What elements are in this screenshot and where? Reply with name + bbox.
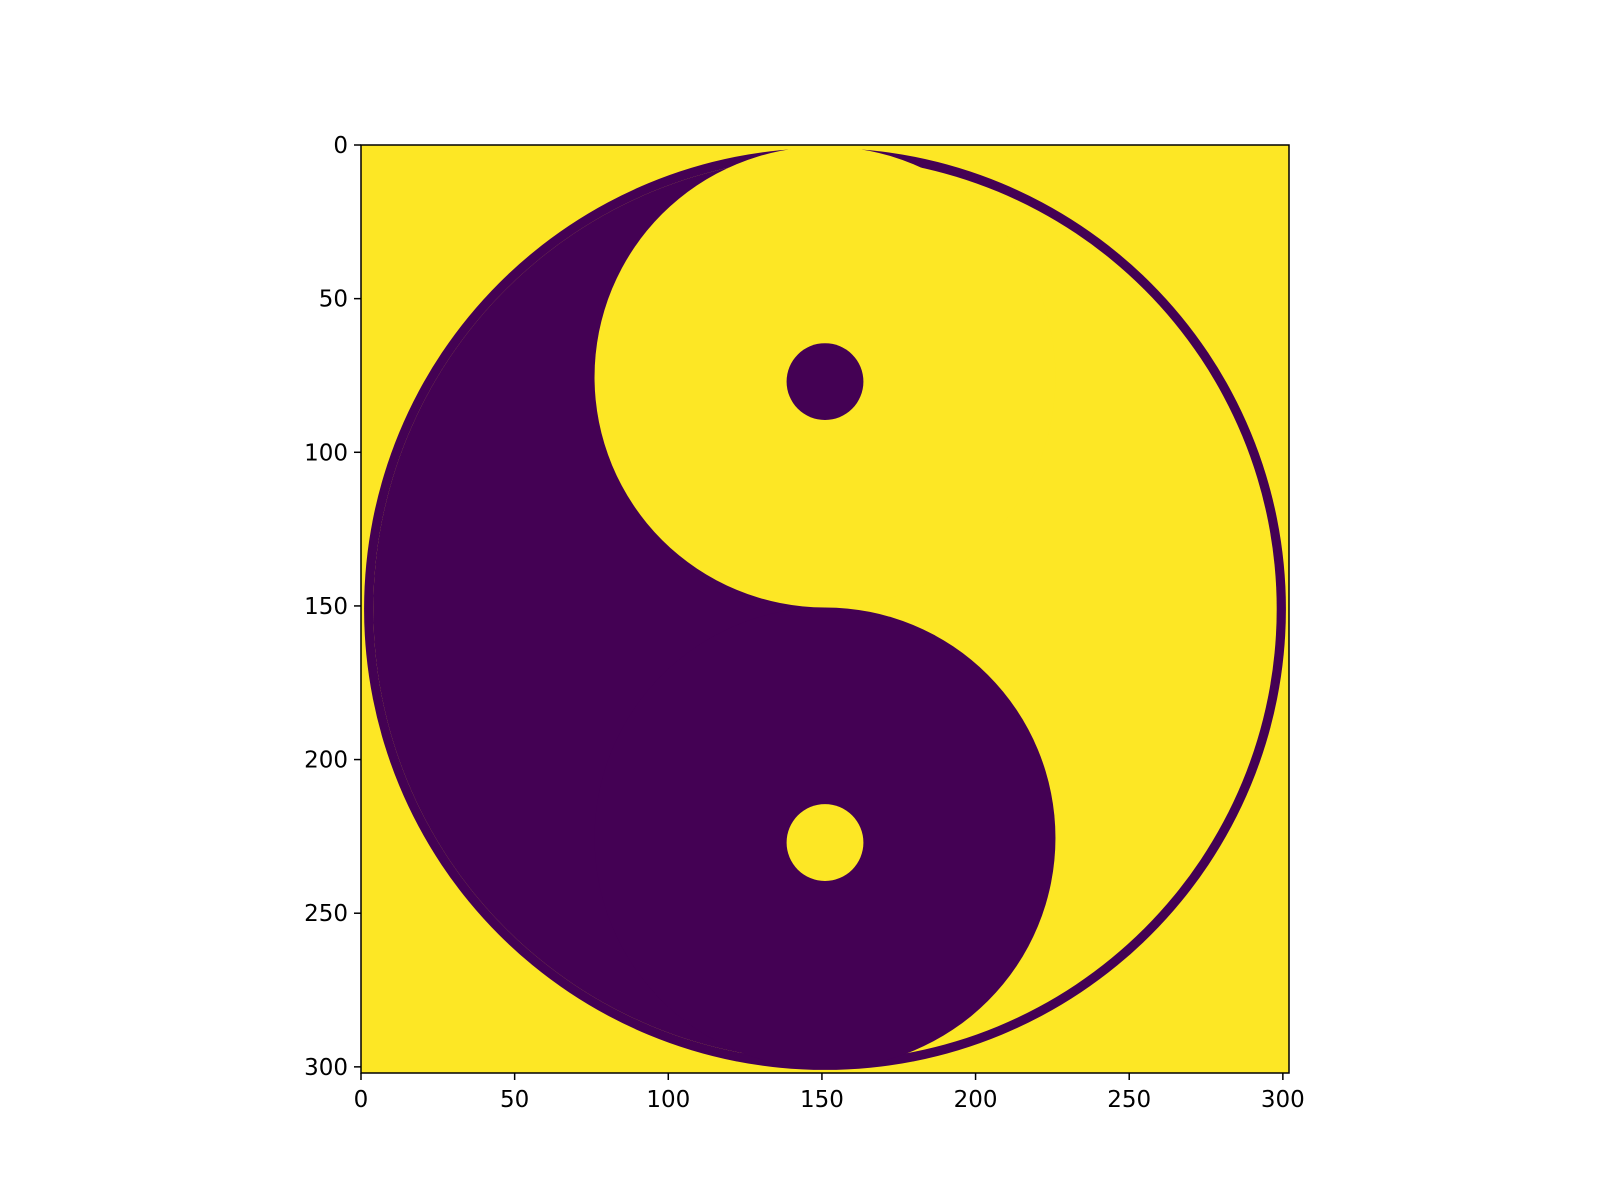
x-tick-label: 150 — [800, 1087, 844, 1113]
upper-dot — [786, 343, 864, 421]
x-axis-ticks: 0 50 100 150 200 250 300 — [354, 1073, 1305, 1113]
y-tick-label: 300 — [304, 1055, 348, 1081]
y-tick-label: 50 — [319, 287, 348, 313]
y-tick-label: 200 — [304, 748, 348, 774]
x-tick-label: 250 — [1107, 1087, 1151, 1113]
x-tick-label: 0 — [354, 1087, 369, 1113]
y-tick-label: 150 — [304, 594, 348, 620]
x-tick-label: 100 — [646, 1087, 690, 1113]
y-tick-label: 250 — [304, 901, 348, 927]
axes-frame — [360, 144, 1290, 1074]
x-tick-label: 200 — [954, 1087, 998, 1113]
plot-area — [361, 145, 1289, 1073]
y-tick-label: 0 — [333, 133, 348, 159]
x-tick-label: 50 — [500, 1087, 529, 1113]
y-axis-ticks: 0 50 100 150 200 250 300 — [304, 133, 361, 1081]
y-tick-label: 100 — [304, 440, 348, 466]
x-tick-label: 300 — [1261, 1087, 1305, 1113]
lower-dot — [786, 804, 864, 881]
